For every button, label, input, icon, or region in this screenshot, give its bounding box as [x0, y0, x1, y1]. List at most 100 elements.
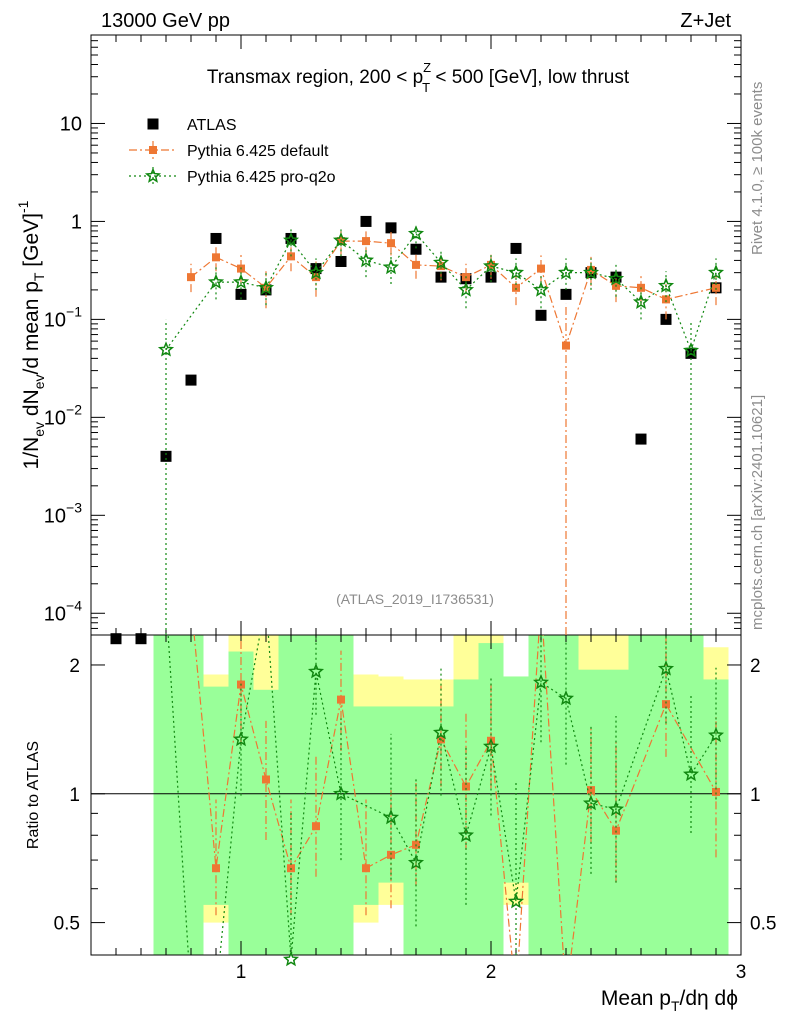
band-green-18: [703, 679, 729, 955]
atlas-point: [210, 232, 222, 244]
proq2o-point: [607, 270, 625, 286]
plot-title: Transmax region, 200 < pZ T < 500 [GeV], …: [207, 60, 630, 95]
proq2o-ratio-point: [307, 663, 325, 679]
band-green-4: [278, 635, 329, 955]
ratio-series: [167, 635, 725, 967]
ratio-xlabel: Mean pT/dη dϕ: [601, 987, 738, 1014]
mcplots-label: mcplots.cern.ch [arXiv:2401.10621]: [749, 395, 766, 630]
band-green-0: [153, 635, 204, 955]
proq2o-point: [582, 264, 600, 280]
header-right-label: Z+Jet: [680, 10, 731, 32]
atlas-point: [535, 309, 547, 321]
proq2o-point: [282, 231, 300, 248]
ratio-y-tick-label: 2: [750, 656, 761, 677]
default-ratio-point: [387, 850, 395, 859]
y-tick-label: 10: [60, 113, 82, 135]
atlas-point: [510, 242, 522, 254]
main-ylabel: 1/Nev dNev/d mean pT [GeV]-1: [15, 200, 47, 469]
band-green-15: [628, 635, 654, 955]
atlas-point: [635, 433, 647, 445]
ratio-y-tick-label: 0.5: [54, 914, 80, 935]
atlas-point: [335, 255, 347, 267]
x-tick-label: 2: [486, 962, 497, 983]
band-green-12: [503, 676, 529, 883]
default-ratio-line: [193, 635, 717, 955]
default-point: [487, 260, 495, 269]
y-tick-label: 10−1: [44, 303, 82, 331]
proq2o-ratio-point: [232, 730, 250, 747]
default-point: [662, 295, 670, 304]
default-point: [537, 264, 545, 273]
proq2o-point: [307, 264, 325, 280]
proq2o-ratio-point: [682, 765, 700, 782]
default-point: [212, 253, 220, 262]
proq2o-ratio-point: [607, 800, 625, 817]
default-ratio-point: [587, 786, 595, 795]
legend: ATLAS Pythia 6.425 default Pythia 6.425 pr…: [129, 117, 336, 186]
default-point: [712, 283, 720, 292]
legend-atlas-label: ATLAS: [187, 117, 237, 134]
proq2o-ratio-point: [507, 893, 525, 909]
proq2o-ratio-point: [432, 724, 450, 740]
proq2o-line: [165, 232, 717, 353]
proq2o-ratio-point: [457, 826, 475, 843]
proq2o-ratio-point: [707, 726, 725, 743]
default-point: [362, 237, 370, 246]
proq2o-point: [707, 264, 725, 280]
default-ratio-point: [462, 782, 470, 791]
proq2o-ratio-point: [582, 794, 600, 811]
default-ratio-point: [312, 822, 320, 831]
proq2o-ratio-point: [532, 674, 550, 690]
proq2o-point: [682, 342, 700, 358]
atlas-point: [385, 222, 397, 234]
default-point: [412, 260, 420, 269]
default-point: [512, 283, 520, 292]
atlas-point: [410, 243, 422, 255]
atlas-point: [610, 271, 622, 283]
atlas-point: [560, 288, 572, 300]
proq2o-ratio-point: [557, 690, 575, 706]
proq2o-point: [357, 251, 375, 268]
proq2o-point: [532, 281, 550, 297]
x-tick-label: 3: [736, 962, 747, 983]
proq2o-ratio-point: [407, 854, 425, 870]
analysis-watermark: (ATLAS_2019_I1736531): [336, 591, 494, 607]
ratio-y-tick-label: 1: [69, 785, 80, 806]
ratio-y-tick-label: 0.5: [750, 914, 776, 935]
y-tick-label: 10−3: [44, 499, 82, 527]
proq2o-point: [407, 225, 425, 241]
ratio-bands: [153, 635, 729, 955]
header-left-label: 13000 GeV pp: [101, 10, 230, 32]
proq2o-ratio-point: [332, 785, 350, 801]
proq2o-point: [557, 264, 575, 280]
proq2o-point: [632, 293, 650, 309]
ratio-frame: 1 2 3 0.5 0.5 1 1 2 2: [54, 634, 776, 983]
proq2o-point: [457, 281, 475, 297]
y-tick-label: 10−2: [44, 401, 82, 429]
default-point: [387, 239, 395, 248]
band-green-2: [228, 651, 254, 955]
proq2o-ratio-point: [382, 809, 400, 825]
default-point: [187, 273, 195, 282]
proq2o-ratio-point: [282, 951, 300, 967]
default-ratio-point: [362, 864, 370, 873]
ratio-y-tick-label: 2: [69, 656, 80, 677]
band-green-14: [578, 669, 629, 955]
atlas-point: [185, 374, 197, 386]
default-ratio-point: [262, 775, 270, 784]
y-tick-label: 1: [71, 211, 82, 233]
legend-proq2o-label: Pythia 6.425 pro-q2o: [187, 169, 336, 186]
atlas-point: [160, 450, 172, 462]
atlas-point: [135, 633, 147, 645]
proq2o-point: [382, 258, 400, 275]
proq2o-point: [157, 341, 175, 357]
default-ratio-point: [662, 700, 670, 709]
atlas-point: [285, 232, 297, 244]
proq2o-ratio-line: [167, 635, 717, 955]
proq2o-point: [332, 231, 350, 248]
proq2o-ratio-point: [482, 738, 500, 754]
legend-default-label: Pythia 6.425 default: [187, 143, 329, 160]
proq2o-point: [257, 279, 275, 295]
proq2o-point: [657, 277, 675, 293]
